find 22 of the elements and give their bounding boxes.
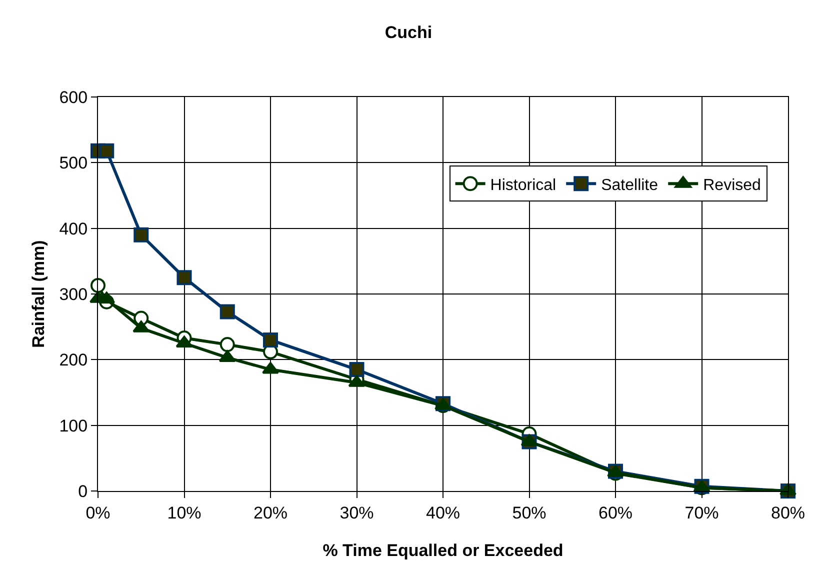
x-axis-title: % Time Equalled or Exceeded xyxy=(322,540,564,560)
legend-label: Revised xyxy=(703,176,761,194)
legend-label: Historical xyxy=(490,176,556,194)
x-tick-label: 40% xyxy=(426,503,460,522)
y-tick-label: 400 xyxy=(59,219,88,238)
legend-label: Satellite xyxy=(601,176,658,194)
x-tick-label: 60% xyxy=(598,503,633,522)
x-tick-label: 50% xyxy=(512,503,546,522)
x-tick-label: 70% xyxy=(684,503,719,522)
y-tick-label: 500 xyxy=(59,154,88,173)
y-tick-label: 200 xyxy=(59,350,88,370)
y-tick-label: 600 xyxy=(59,88,88,107)
x-tick-label: 0% xyxy=(86,503,110,522)
y-axis-title: Rainfall (mm) xyxy=(28,240,48,348)
y-tick-label: 0 xyxy=(78,482,88,501)
y-tick-label: 100 xyxy=(59,416,88,436)
x-tick-label: 30% xyxy=(340,503,374,522)
x-tick-label: 20% xyxy=(253,503,288,522)
x-tick-label: 10% xyxy=(167,503,202,522)
chart-title: Cuchi xyxy=(384,22,432,42)
y-tick-label: 300 xyxy=(59,284,88,304)
x-tick-label: 80% xyxy=(770,503,806,522)
